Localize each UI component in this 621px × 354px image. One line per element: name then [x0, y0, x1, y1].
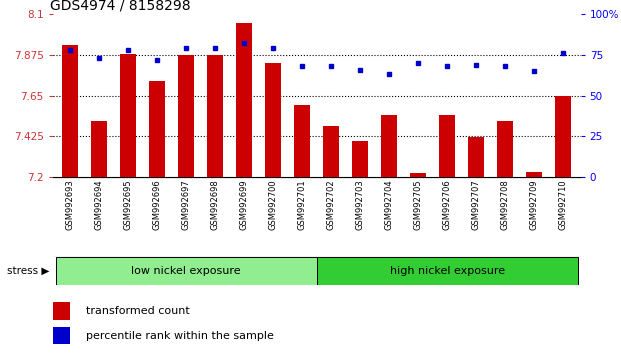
Text: GSM992703: GSM992703 [356, 179, 365, 230]
Text: GSM992700: GSM992700 [269, 179, 278, 230]
Bar [120, 54, 136, 177]
Bar [439, 115, 455, 177]
Text: GSM992697: GSM992697 [182, 179, 191, 230]
Bar [236, 23, 252, 177]
Bar [317, 257, 578, 285]
Text: GSM992710: GSM992710 [559, 179, 568, 230]
Bar [294, 105, 310, 177]
Bar [178, 55, 194, 177]
Bar [555, 96, 571, 177]
Text: high nickel exposure: high nickel exposure [389, 266, 505, 276]
Text: GSM992702: GSM992702 [327, 179, 336, 230]
Text: GSM992701: GSM992701 [297, 179, 307, 230]
Text: percentile rank within the sample: percentile rank within the sample [86, 331, 273, 341]
Bar [410, 173, 426, 177]
Text: GSM992706: GSM992706 [443, 179, 451, 230]
Text: GSM992709: GSM992709 [530, 179, 539, 230]
Text: GSM992705: GSM992705 [414, 179, 423, 230]
Text: GSM992698: GSM992698 [211, 179, 220, 230]
Text: GSM992693: GSM992693 [66, 179, 75, 230]
Bar [497, 121, 513, 177]
Bar [265, 63, 281, 177]
Text: low nickel exposure: low nickel exposure [132, 266, 241, 276]
Text: GSM992707: GSM992707 [472, 179, 481, 230]
Text: transformed count: transformed count [86, 306, 189, 316]
Bar [149, 81, 165, 177]
Bar [352, 141, 368, 177]
Bar [526, 172, 542, 177]
Bar [53, 302, 70, 320]
Text: stress ▶: stress ▶ [7, 266, 50, 276]
Bar [53, 327, 70, 344]
Bar [381, 115, 397, 177]
Text: GSM992696: GSM992696 [153, 179, 161, 230]
Text: GSM992708: GSM992708 [501, 179, 510, 230]
Bar [468, 137, 484, 177]
Bar [324, 126, 339, 177]
Bar [207, 55, 223, 177]
Text: GSM992699: GSM992699 [240, 179, 248, 230]
Text: GSM992704: GSM992704 [385, 179, 394, 230]
Text: GDS4974 / 8158298: GDS4974 / 8158298 [50, 0, 191, 13]
Bar [62, 45, 78, 177]
Bar [56, 257, 317, 285]
Bar [91, 121, 107, 177]
Text: GSM992695: GSM992695 [124, 179, 133, 230]
Text: GSM992694: GSM992694 [94, 179, 104, 230]
